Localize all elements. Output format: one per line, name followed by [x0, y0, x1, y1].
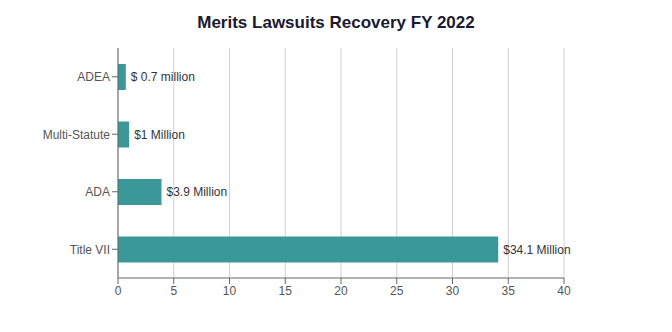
svg-text:10: 10 [223, 284, 237, 298]
svg-text:0: 0 [115, 284, 122, 298]
svg-text:20: 20 [334, 284, 348, 298]
svg-text:15: 15 [279, 284, 293, 298]
svg-text:30: 30 [446, 284, 460, 298]
svg-text:ADA: ADA [85, 185, 110, 199]
svg-text:ADEA: ADEA [77, 70, 110, 84]
svg-text:Title VII: Title VII [70, 243, 110, 257]
svg-text:$1 Million: $1 Million [134, 128, 185, 142]
svg-text:25: 25 [390, 284, 404, 298]
svg-text:5: 5 [170, 284, 177, 298]
svg-text:$ 0.7 million: $ 0.7 million [131, 70, 195, 84]
html-text:Merits Lawsuits Recovery FY 20: Merits Lawsuits Recovery FY 2022 [197, 13, 475, 32]
svg-text:$3.9 Million: $3.9 Million [166, 185, 227, 199]
svg-text:40: 40 [557, 284, 571, 298]
svg-text:$34.1 Million: $34.1 Million [503, 243, 570, 257]
svg-text:Multi-Statute: Multi-Statute [43, 128, 111, 142]
svg-text:35: 35 [502, 284, 516, 298]
